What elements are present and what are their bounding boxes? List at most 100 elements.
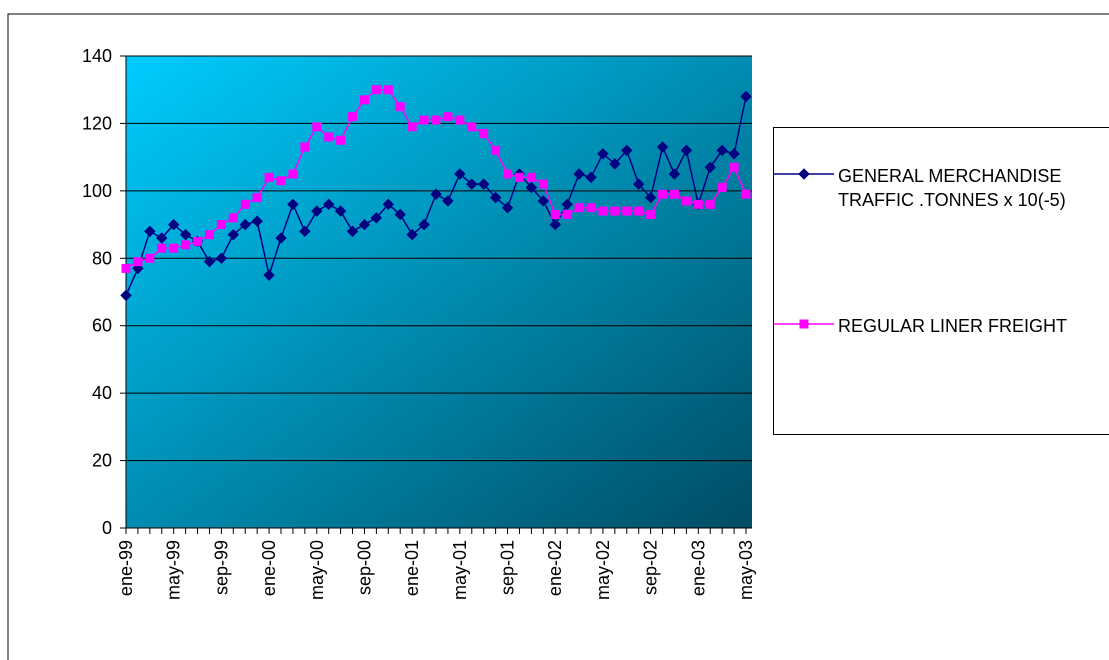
marker (798, 168, 810, 180)
marker (169, 243, 179, 253)
marker (479, 129, 489, 139)
marker (275, 232, 287, 244)
x-tick-label: sep-02 (641, 540, 661, 595)
marker (716, 144, 728, 157)
marker (646, 209, 656, 219)
x-tick-label: may-02 (593, 540, 613, 600)
marker (704, 161, 716, 173)
marker (407, 122, 417, 132)
marker (621, 144, 633, 157)
marker (598, 206, 608, 216)
marker (251, 215, 263, 227)
marker (288, 169, 298, 179)
legend-icon (774, 168, 834, 180)
marker (669, 189, 679, 199)
marker (263, 269, 275, 281)
marker (395, 102, 405, 112)
marker (658, 189, 668, 199)
marker (227, 228, 240, 241)
marker (644, 191, 657, 204)
marker (336, 135, 346, 145)
marker (228, 213, 238, 223)
marker (144, 225, 156, 238)
marker (442, 195, 454, 207)
x-tick-label: may-99 (164, 540, 184, 600)
marker (538, 179, 548, 189)
marker (252, 193, 262, 203)
marker (348, 112, 358, 122)
x-tick-label: ene-01 (402, 540, 422, 596)
marker (681, 196, 691, 206)
marker (358, 218, 371, 231)
marker (181, 240, 191, 250)
marker (491, 145, 501, 155)
marker (489, 191, 502, 204)
y-tick-label: 60 (92, 316, 112, 336)
marker (525, 181, 538, 194)
marker (216, 220, 226, 230)
plot-area (126, 56, 752, 528)
x-tick-label: sep-00 (354, 540, 374, 595)
marker (597, 148, 609, 160)
y-tick-label: 40 (92, 383, 112, 403)
marker (585, 171, 597, 184)
y-tick-label: 100 (82, 181, 112, 201)
marker (324, 132, 334, 142)
x-tick-label: sep-01 (498, 540, 518, 595)
marker (622, 206, 632, 216)
marker (204, 230, 214, 240)
marker (466, 178, 478, 190)
x-tick-label: ene-99 (116, 540, 136, 596)
x-tick-label: may-03 (736, 540, 756, 600)
marker (121, 263, 131, 273)
marker (359, 95, 369, 105)
marker (561, 198, 573, 211)
marker (406, 228, 418, 241)
marker (383, 85, 393, 95)
legend-icon (774, 319, 834, 329)
y-tick-label: 120 (82, 113, 112, 133)
marker (680, 144, 693, 157)
marker (574, 203, 584, 213)
legend-label: REGULAR LINER FREIGHT (838, 316, 1068, 336)
marker (215, 252, 228, 264)
marker (562, 209, 572, 219)
marker (346, 225, 359, 238)
marker (145, 253, 155, 263)
marker (537, 195, 550, 207)
marker (311, 205, 323, 217)
x-tick-label: ene-02 (545, 540, 565, 596)
marker (287, 198, 299, 211)
legend-item: GENERAL MERCHANDISE TRAFFIC .TONNES x 10… (774, 164, 1088, 212)
marker (276, 176, 286, 186)
marker (526, 172, 536, 182)
marker (728, 148, 740, 160)
marker (193, 236, 203, 246)
marker (454, 168, 466, 180)
marker (740, 90, 752, 103)
marker (322, 198, 335, 211)
y-tick-label: 20 (92, 451, 112, 471)
marker (370, 212, 383, 224)
marker (610, 206, 620, 216)
marker (179, 228, 192, 241)
marker (632, 178, 645, 190)
marker (799, 319, 809, 329)
marker (334, 205, 347, 217)
marker (312, 122, 322, 132)
marker (477, 178, 490, 190)
marker (443, 112, 453, 122)
marker (431, 115, 441, 125)
marker (203, 255, 216, 268)
y-tick-label: 0 (102, 518, 112, 538)
marker (609, 158, 621, 170)
marker (586, 203, 596, 213)
marker (299, 225, 311, 238)
marker (419, 115, 429, 125)
marker (120, 289, 132, 302)
marker (430, 188, 442, 200)
marker (157, 243, 167, 253)
marker (573, 168, 585, 180)
marker (300, 142, 310, 152)
